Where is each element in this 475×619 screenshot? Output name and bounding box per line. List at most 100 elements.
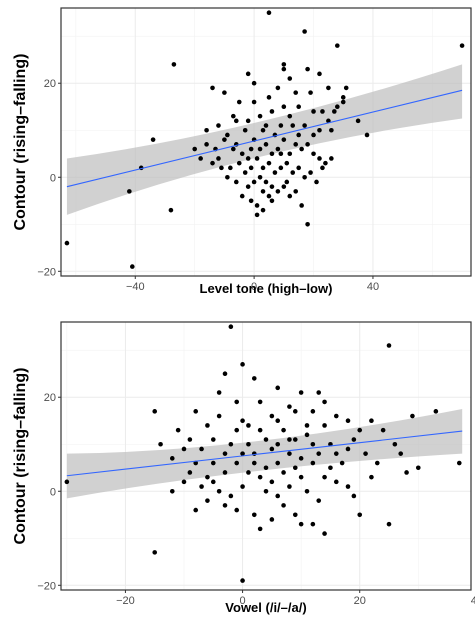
data-point xyxy=(355,118,361,124)
data-point xyxy=(311,109,316,114)
x-tick-label: 40 xyxy=(471,595,475,607)
data-point xyxy=(392,441,398,447)
data-point xyxy=(296,165,301,171)
data-point xyxy=(263,437,269,442)
data-point xyxy=(257,427,263,433)
data-point xyxy=(240,362,245,367)
data-point xyxy=(281,62,287,67)
data-point xyxy=(228,165,233,171)
data-point xyxy=(292,465,298,471)
data-point xyxy=(251,512,257,518)
data-point xyxy=(305,142,310,147)
data-point xyxy=(205,498,210,503)
x-tick-label: −40 xyxy=(126,281,145,293)
data-point xyxy=(335,104,340,110)
data-point xyxy=(245,71,251,77)
data-point xyxy=(287,193,293,199)
data-point xyxy=(246,423,251,428)
data-point xyxy=(287,76,293,81)
x-tick-label: 40 xyxy=(367,281,379,293)
data-point xyxy=(236,99,242,105)
data-point xyxy=(231,146,236,152)
data-point xyxy=(386,343,392,348)
data-point xyxy=(254,156,260,161)
data-point xyxy=(281,503,286,508)
data-point xyxy=(216,156,221,161)
data-point xyxy=(260,207,266,213)
data-point xyxy=(374,460,380,466)
data-point xyxy=(181,479,187,485)
data-point xyxy=(248,146,254,152)
data-point xyxy=(305,221,310,227)
data-point xyxy=(343,85,349,91)
data-point xyxy=(260,165,266,171)
data-point xyxy=(310,441,316,447)
data-point xyxy=(263,123,269,128)
data-point xyxy=(199,484,204,489)
data-point xyxy=(199,446,204,452)
data-point xyxy=(251,376,257,381)
data-point xyxy=(242,127,248,133)
data-point xyxy=(269,479,275,485)
data-point xyxy=(339,460,345,466)
data-point xyxy=(314,179,319,185)
data-point xyxy=(225,174,230,180)
data-point xyxy=(326,118,331,124)
data-point xyxy=(228,324,234,330)
data-point xyxy=(284,160,290,166)
data-point xyxy=(64,479,70,485)
data-point xyxy=(210,85,215,91)
data-point xyxy=(205,474,210,480)
data-point xyxy=(317,156,322,161)
data-point xyxy=(269,446,275,452)
data-point xyxy=(193,460,199,466)
data-point xyxy=(245,156,251,161)
data-point xyxy=(281,104,287,110)
data-point xyxy=(410,413,415,419)
x-axis-label: Vowel (/i/–/a/) xyxy=(225,600,306,615)
data-point xyxy=(298,390,304,395)
data-point xyxy=(320,109,325,114)
data-point xyxy=(345,446,351,452)
data-point xyxy=(248,165,254,171)
data-point xyxy=(233,118,239,124)
regression-line xyxy=(66,430,463,477)
data-point xyxy=(205,423,210,428)
data-point xyxy=(310,521,316,527)
data-point xyxy=(292,437,298,442)
data-point xyxy=(290,123,296,128)
data-point xyxy=(340,99,346,105)
data-point xyxy=(240,451,245,456)
data-point xyxy=(234,427,240,433)
data-point xyxy=(329,127,334,133)
y-tick-label: 0 xyxy=(50,172,56,184)
data-point xyxy=(304,423,310,428)
y-tick-label: 20 xyxy=(44,392,56,404)
data-point xyxy=(263,179,269,185)
data-point xyxy=(216,390,222,395)
data-point xyxy=(181,446,187,452)
data-point xyxy=(216,413,222,419)
data-point xyxy=(340,95,346,100)
data-point xyxy=(239,193,245,199)
data-point xyxy=(302,174,307,180)
data-point xyxy=(275,493,281,499)
data-point xyxy=(228,493,234,499)
data-point xyxy=(287,451,292,456)
data-point xyxy=(275,385,281,391)
data-point xyxy=(302,29,307,34)
data-point xyxy=(316,451,322,456)
data-point xyxy=(234,460,240,466)
data-point xyxy=(380,427,386,433)
data-point xyxy=(316,390,322,395)
y-tick-label: −20 xyxy=(37,266,56,278)
data-point xyxy=(278,165,284,171)
data-point xyxy=(169,488,175,494)
x-tick-label: 0 xyxy=(240,595,246,607)
data-point xyxy=(216,123,221,128)
data-point xyxy=(298,521,304,527)
data-point xyxy=(251,99,257,105)
panel-border xyxy=(60,321,472,591)
y-tick-label: 0 xyxy=(50,486,56,498)
data-point xyxy=(152,409,158,414)
